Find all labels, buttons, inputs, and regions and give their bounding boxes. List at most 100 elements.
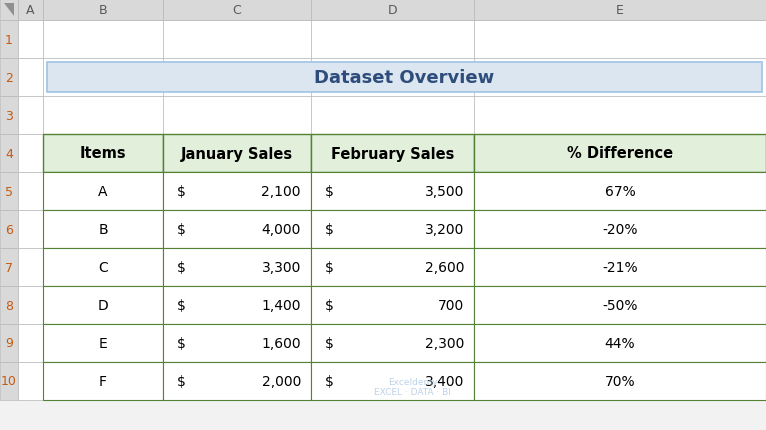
Bar [311,21,474,59]
Bar [474,362,766,400]
Bar [163,324,311,362]
Bar [18,59,43,97]
Bar [0,362,18,400]
Bar [18,172,43,211]
Text: 2,600: 2,600 [424,261,464,274]
Bar [474,249,766,286]
Text: 1: 1 [5,34,13,46]
Text: 2,100: 2,100 [261,184,301,199]
Bar [311,249,474,286]
Bar [18,324,43,362]
Text: D: D [388,4,398,17]
Bar [18,324,43,362]
Bar [18,21,43,59]
Bar [474,362,766,400]
Text: 4: 4 [5,147,13,160]
Text: Dataset Overview: Dataset Overview [314,69,495,87]
Bar [18,135,43,172]
Bar [47,63,762,93]
Bar [163,172,311,211]
Bar [0,21,18,59]
Text: February Sales: February Sales [331,146,454,161]
Bar [43,286,163,324]
Text: C: C [233,4,241,17]
Bar [163,211,311,249]
Text: B: B [99,4,107,17]
Bar [311,286,474,324]
Bar [43,249,163,286]
Text: 44%: 44% [604,336,635,350]
Text: $: $ [177,336,186,350]
Bar [163,135,311,172]
Text: 700: 700 [437,298,464,312]
Bar [163,324,311,362]
Bar [43,0,163,21]
Text: % Difference: % Difference [567,146,673,161]
Text: $: $ [177,374,186,388]
Bar [43,172,163,211]
Bar [43,172,163,211]
Bar [163,0,311,21]
Bar [163,172,311,211]
Text: $: $ [325,261,334,274]
Bar [18,249,43,286]
Bar [18,286,43,324]
Bar [0,59,18,97]
Text: 3,300: 3,300 [262,261,301,274]
Bar [18,0,43,21]
Bar [18,135,43,172]
Bar [311,211,474,249]
Text: 2,300: 2,300 [424,336,464,350]
Bar [18,211,43,249]
Bar [0,135,18,172]
Text: 9: 9 [5,337,13,350]
Bar [474,172,766,211]
Text: $: $ [325,222,334,236]
Bar [0,172,18,211]
Text: 5: 5 [5,185,13,198]
Bar [474,324,766,362]
Bar [163,59,311,97]
Text: 8: 8 [5,299,13,312]
Bar [43,135,163,172]
Bar [18,362,43,400]
Text: 67%: 67% [604,184,635,199]
Bar [474,135,766,172]
Bar [474,135,766,172]
Text: B: B [98,222,108,236]
Bar [311,135,474,172]
Bar [163,211,311,249]
Bar [43,135,163,172]
Bar [311,362,474,400]
Bar [474,0,766,21]
Text: $: $ [177,261,186,274]
Bar [311,362,474,400]
Text: 3: 3 [5,109,13,122]
Bar [18,59,43,97]
Text: E: E [99,336,107,350]
Bar [474,286,766,324]
Bar [163,249,311,286]
Text: -20%: -20% [602,222,638,236]
Bar [18,172,43,211]
Bar [43,362,163,400]
Bar [43,211,163,249]
Text: 2: 2 [5,71,13,84]
Text: Exceldemy
EXCEL · DATA · BI: Exceldemy EXCEL · DATA · BI [374,377,451,396]
Text: 7: 7 [5,261,13,274]
Bar [311,172,474,211]
Bar [474,97,766,135]
Text: $: $ [177,222,186,236]
Text: 70%: 70% [604,374,635,388]
Bar [163,286,311,324]
Bar [43,59,163,97]
Bar [18,286,43,324]
Text: 4,000: 4,000 [262,222,301,236]
Bar [474,324,766,362]
Text: A: A [98,184,108,199]
Bar [43,362,163,400]
Text: 3,400: 3,400 [424,374,464,388]
Bar [163,362,311,400]
Bar [43,97,163,135]
Bar [474,172,766,211]
